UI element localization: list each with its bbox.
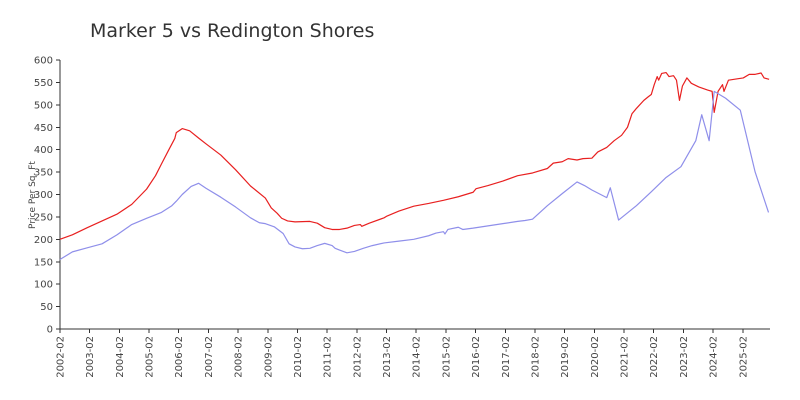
- x-tick-label: 2008-02: [234, 336, 245, 378]
- x-tick-label: 2018-02: [530, 336, 541, 378]
- x-tick-label: 2005-02: [145, 336, 156, 378]
- y-tick-label: 350: [34, 168, 53, 179]
- y-tick-label: 50: [40, 302, 53, 313]
- x-tick-label: 2021-02: [620, 336, 631, 378]
- y-axis-label: Price Per Sq. Ft: [28, 161, 38, 229]
- y-tick-label: 250: [34, 212, 53, 223]
- x-tick-label: 2003-02: [85, 336, 96, 378]
- x-tick-label: 2014-02: [412, 336, 423, 378]
- y-tick-label: 500: [34, 100, 53, 111]
- axes: 0 50 100 150 200 250 300 350 400 450 500 550 600 2002…: [34, 56, 770, 378]
- y-tick-label: 600: [34, 56, 53, 67]
- y-tick-label: 200: [34, 235, 53, 246]
- series-line-1: [59, 71, 770, 240]
- x-tick-label: 2020-02: [590, 336, 601, 378]
- x-tick-label: 2009-02: [263, 336, 274, 378]
- x-tick-label: 2024-02: [709, 336, 720, 378]
- x-tick-label: 2011-02: [323, 336, 334, 378]
- x-tick-label: 2012-02: [352, 336, 363, 378]
- x-tick-label: 2019-02: [560, 336, 571, 378]
- x-tick-label: 2010-02: [293, 336, 304, 378]
- x-tick-label: 2022-02: [649, 336, 660, 378]
- y-tick-label: 550: [34, 78, 53, 89]
- x-tick-label: 2023-02: [679, 336, 690, 378]
- y-tick-label: 0: [47, 325, 53, 336]
- y-tick-label: 150: [34, 257, 53, 268]
- y-tick-label: 400: [34, 145, 53, 156]
- y-tick-label: 100: [34, 280, 53, 291]
- y-tick-label: 450: [34, 123, 53, 134]
- x-tick-label: 2013-02: [382, 336, 393, 378]
- x-tick-label: 2004-02: [115, 336, 126, 378]
- chart-title: Marker 5 vs Redington Shores: [90, 20, 374, 42]
- x-tick-label: 2007-02: [204, 336, 215, 378]
- x-tick-label: 2025-02: [738, 336, 749, 378]
- series-line-2: [59, 90, 770, 261]
- x-tick-label: 2006-02: [174, 336, 185, 378]
- x-tick-label: 2015-02: [441, 336, 452, 378]
- x-tick-label: 2002-02: [56, 336, 67, 378]
- y-tick-label: 300: [34, 190, 53, 201]
- x-tick-label: 2017-02: [501, 336, 512, 378]
- x-tick-label: 2016-02: [471, 336, 482, 378]
- series-layer: [59, 71, 770, 261]
